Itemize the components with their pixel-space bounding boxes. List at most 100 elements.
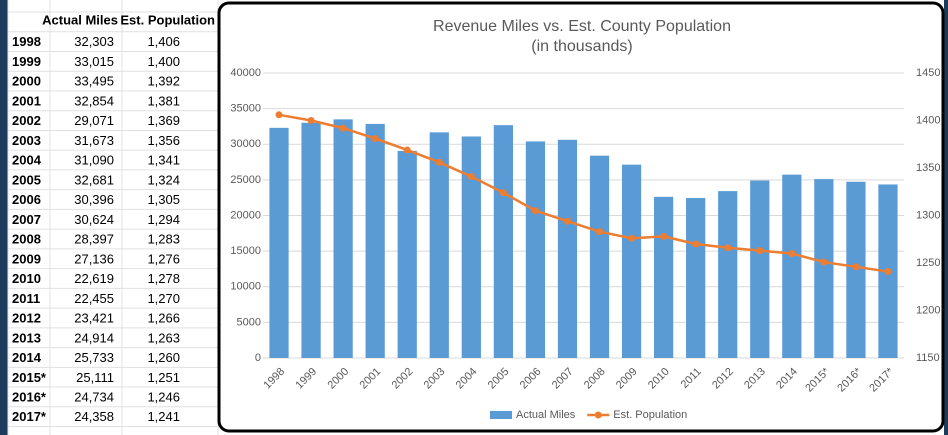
point	[275, 111, 283, 119]
cell: 1,294	[147, 212, 180, 227]
cell: 30,624	[74, 212, 114, 227]
y-tick-label: 35000	[230, 103, 261, 115]
y-tick-label: 25000	[230, 174, 261, 186]
cell: 31,090	[74, 153, 114, 168]
y-tick-label: 5000	[237, 316, 261, 328]
y2-tick-label: 1200	[916, 304, 940, 316]
legend-label: Actual Miles	[516, 409, 576, 421]
row-year: 2012	[12, 311, 41, 326]
cell: 1,276	[147, 251, 180, 266]
row-year: 1999	[12, 54, 41, 69]
row-year: 2006	[12, 192, 41, 207]
bar	[654, 196, 674, 358]
point	[467, 173, 475, 181]
point	[371, 135, 379, 143]
point	[724, 244, 732, 252]
cell: 22,619	[74, 271, 114, 286]
chart-subtitle: (in thousands)	[531, 38, 632, 55]
cell: 31,673	[74, 133, 114, 148]
y-tick-label: 10000	[230, 281, 261, 293]
row-year: 2001	[12, 93, 41, 108]
point	[499, 189, 507, 197]
row-year: 2008	[12, 232, 41, 247]
bar	[397, 150, 417, 358]
bar	[429, 132, 449, 358]
cell: 1,241	[147, 409, 180, 424]
point	[756, 247, 764, 255]
y-tick-label: 0	[255, 352, 261, 364]
y2-tick-label: 1400	[916, 114, 940, 126]
point	[820, 258, 828, 266]
row-year: 2015*	[12, 370, 47, 385]
row-year: 2011	[12, 291, 40, 306]
bar	[525, 141, 546, 358]
y-tick-label: 15000	[230, 245, 261, 257]
row-year: 2017*	[12, 409, 47, 424]
line	[278, 113, 889, 273]
y-tick-label: 30000	[230, 138, 261, 150]
row-year: 2013	[12, 330, 41, 345]
cell: 1,266	[147, 311, 180, 326]
point	[339, 124, 347, 132]
chart-title: Revenue Miles vs. Est. County Population	[433, 18, 731, 35]
point	[692, 240, 700, 248]
bar	[686, 198, 706, 358]
bar	[493, 125, 513, 358]
point	[531, 207, 539, 215]
point	[884, 268, 892, 276]
bar	[718, 191, 738, 358]
cell: 32,681	[74, 172, 114, 187]
point	[435, 158, 443, 166]
point	[628, 234, 636, 242]
y2-tick-label: 1250	[916, 257, 940, 269]
row-year: 2004	[12, 153, 42, 168]
y-tick-label: 20000	[230, 209, 261, 221]
cell: 1,263	[147, 330, 180, 345]
bar	[365, 123, 385, 358]
window-edge	[0, 0, 8, 435]
bar	[333, 119, 353, 359]
y-tick-label: 40000	[230, 67, 261, 79]
point	[660, 232, 668, 240]
cell: 1,356	[147, 133, 180, 148]
row-year: 1998	[12, 34, 41, 49]
row-year: 2002	[12, 113, 41, 128]
cell: 29,071	[74, 113, 114, 128]
cell: 27,136	[74, 251, 114, 266]
bar	[621, 164, 642, 358]
cell: 25,111	[76, 370, 114, 385]
point	[563, 217, 571, 225]
point	[403, 146, 411, 154]
row-year: 2016*	[12, 389, 47, 404]
bar	[269, 127, 289, 358]
bar	[814, 179, 834, 358]
cell: 24,914	[74, 330, 114, 345]
legend-label: Est. Population	[613, 409, 687, 421]
point	[596, 228, 604, 236]
cell: 1,251	[147, 370, 180, 385]
cell: 1,270	[147, 291, 180, 306]
bar	[557, 139, 578, 358]
cell: 1,246	[147, 389, 180, 404]
cell: 1,260	[147, 350, 180, 365]
cell: 23,421	[74, 311, 114, 326]
cell: 32,854	[74, 93, 114, 108]
y2-tick-label: 1300	[916, 209, 940, 221]
cell: 1,381	[147, 93, 180, 108]
cell: 1,400	[147, 54, 180, 69]
row-year: 2009	[12, 251, 41, 266]
y2-tick-label: 1450	[916, 67, 940, 79]
cell: 1,324	[147, 172, 180, 187]
bar	[782, 174, 802, 358]
bar	[301, 122, 321, 358]
legend-swatch	[594, 411, 602, 419]
point	[852, 263, 860, 271]
row-year: 2014	[12, 350, 42, 365]
point	[307, 117, 315, 124]
cell: 33,495	[74, 74, 114, 89]
cell: 1,369	[147, 113, 180, 128]
y2-tick-label: 1350	[916, 162, 940, 174]
bar	[461, 136, 481, 358]
